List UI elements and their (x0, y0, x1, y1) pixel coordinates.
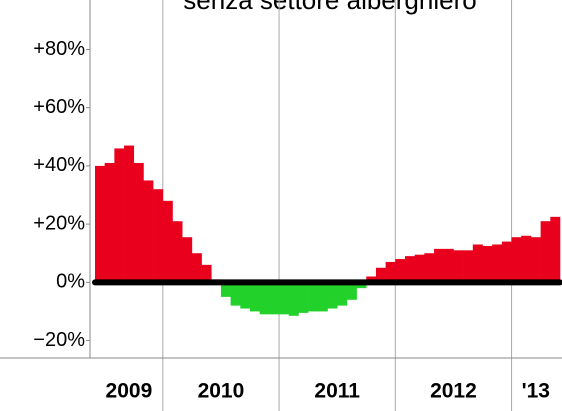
bar (191, 253, 202, 283)
y-tick-label: +60% (33, 96, 85, 118)
bar (375, 267, 386, 283)
bar (104, 162, 115, 283)
x-tick-label: 2009 (106, 380, 153, 403)
y-tick-label: +20% (33, 212, 85, 234)
bar (133, 162, 144, 283)
bar (395, 259, 406, 283)
bar (201, 264, 212, 283)
bar (95, 165, 105, 283)
bar (424, 253, 435, 283)
bar (279, 282, 290, 315)
bar (308, 282, 319, 312)
bar (153, 189, 164, 283)
bar (530, 237, 541, 283)
bar (143, 180, 154, 283)
bar (405, 256, 415, 283)
bar (288, 282, 299, 316)
bar (540, 221, 551, 283)
bar (182, 237, 193, 283)
bar (259, 282, 270, 315)
bar (346, 282, 357, 300)
bar (337, 282, 348, 306)
bar (492, 244, 503, 283)
x-tick-label: '13 (522, 380, 550, 403)
bar (443, 248, 454, 283)
x-tick-label: 2010 (198, 380, 245, 403)
x-tick-label: 2011 (314, 380, 360, 403)
chart-title: senza settore alberghiero (183, 0, 476, 15)
bar (521, 235, 532, 283)
y-tick-label: +40% (33, 154, 85, 176)
bar (463, 250, 474, 283)
bar (472, 244, 483, 283)
bar (114, 148, 125, 283)
bar (385, 261, 396, 283)
bar (414, 254, 425, 283)
bar (220, 282, 231, 297)
bar (230, 282, 241, 306)
bar (172, 221, 183, 283)
x-tick-label: 2012 (430, 380, 477, 403)
bar (482, 245, 493, 283)
y-tick-label: −20% (33, 329, 85, 351)
bar (327, 282, 338, 309)
bar (317, 282, 328, 312)
bar (434, 248, 445, 283)
bar (298, 282, 309, 313)
bar (124, 145, 135, 283)
bar (501, 241, 512, 283)
bar (269, 282, 280, 315)
bar (453, 250, 464, 283)
bar (162, 200, 173, 283)
bar (511, 237, 522, 283)
bar (550, 216, 561, 283)
y-tick-label: 0% (56, 271, 85, 293)
bar (240, 282, 251, 309)
y-tick-label: +80% (33, 38, 85, 60)
bar (250, 282, 260, 312)
